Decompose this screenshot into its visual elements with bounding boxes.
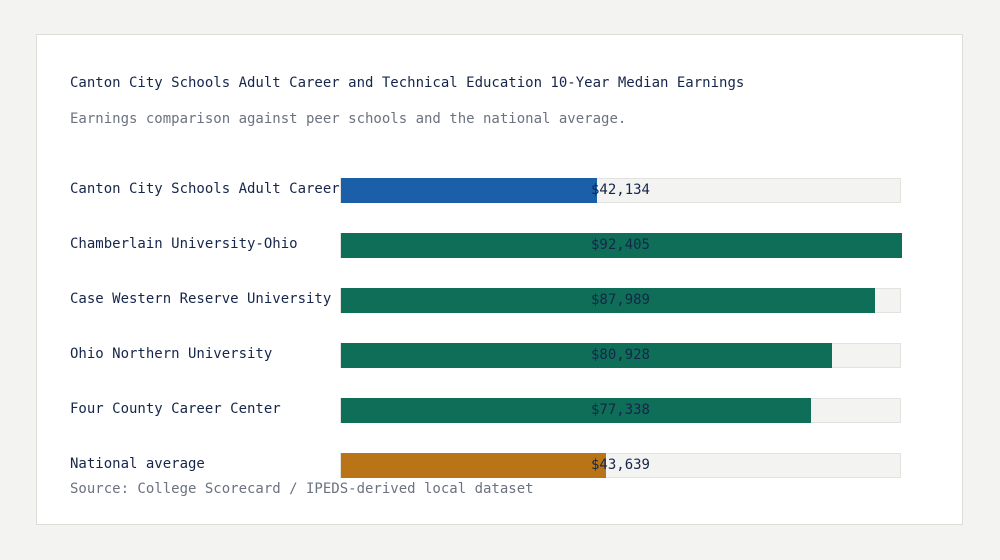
bar-value-label: $87,989 [590,292,650,308]
bar [341,343,832,368]
bar-value-label: $77,338 [590,402,650,418]
bar-row: Ohio Northern University $80,928 [70,343,902,368]
chart-card: Canton City Schools Adult Career and Tec… [36,34,963,525]
bar-track: $87,989 [340,288,901,313]
bar-track: $43,639 [340,453,901,478]
bar [341,453,606,478]
bar-category-label: National average [70,456,205,472]
chart-title: Canton City Schools Adult Career and Tec… [70,75,745,91]
bar-category-label: Four County Career Center [70,401,281,417]
bar-category-label: Case Western Reserve University [70,291,332,307]
bar-track: $42,134 [340,178,901,203]
bar-category-label: Chamberlain University-Ohio [70,236,298,252]
bar [341,233,902,258]
bar [341,288,875,313]
bar-value-label: $92,405 [590,237,650,253]
bar-row: Case Western Reserve University $87,989 [70,288,902,313]
bar-row: Four County Career Center $77,338 [70,398,902,423]
bar-track: $80,928 [340,343,901,368]
chart-subtitle: Earnings comparison against peer schools… [70,111,627,127]
bar [341,398,811,423]
bar-category-label: Canton City Schools Adult Career and Tec… [70,181,340,197]
bar-value-label: $80,928 [590,347,650,363]
bar-value-label: $42,134 [590,182,650,198]
chart-source: Source: College Scorecard / IPEDS-derive… [70,481,534,497]
bar-row: Chamberlain University-Ohio $92,405 [70,233,902,258]
bar-track: $77,338 [340,398,901,423]
bar-category-label: Ohio Northern University [70,346,273,362]
bar-value-label: $43,639 [590,457,650,473]
bar [341,178,597,203]
bar-row: National average $43,639 [70,453,902,478]
bar-track: $92,405 [340,233,902,258]
bar-row: Canton City Schools Adult Career and Tec… [70,178,902,203]
